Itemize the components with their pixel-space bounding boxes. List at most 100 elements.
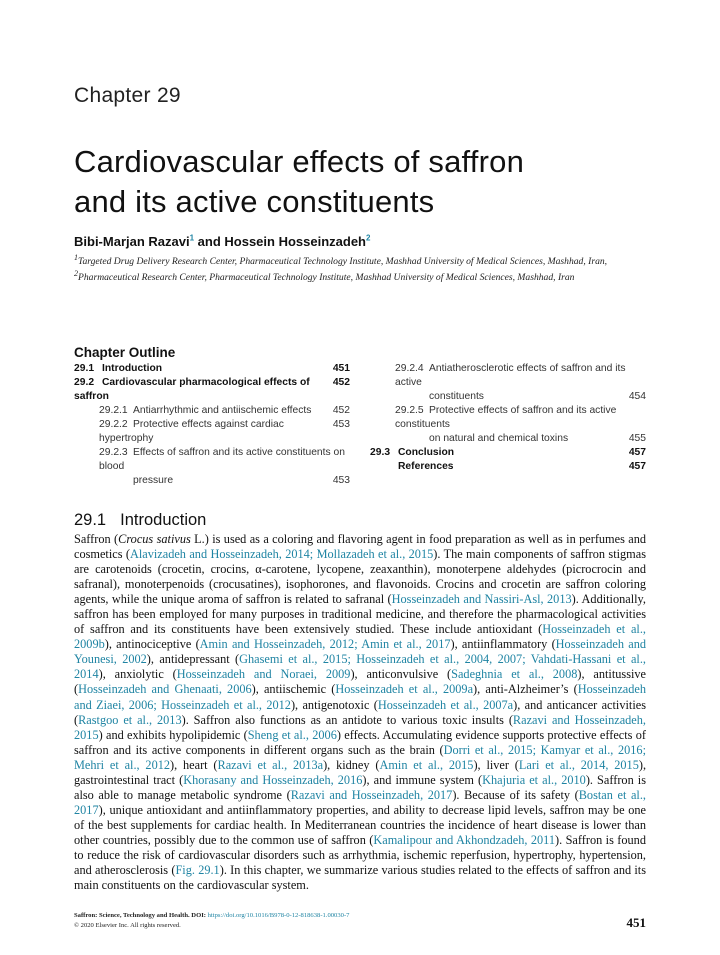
page-footer: Saffron: Science, Technology and Health.… (74, 893, 646, 931)
body-paragraph: Saffron (Crocus sativus L.) is used as a… (74, 532, 646, 893)
affiliation-marker[interactable]: 1 (189, 233, 195, 243)
outline-label-continued: on natural and chemical toxins (429, 433, 569, 444)
citation-link[interactable]: Fig. 29.1 (175, 863, 220, 878)
citation-link[interactable]: Amin and Hosseinzadeh, 2012; Amin et al.… (199, 637, 451, 652)
outline-item[interactable]: 29.2.3 Effects of saffron and its active … (74, 446, 350, 474)
section-heading: 29.1 Introduction (74, 510, 646, 530)
outline-entry: 29.2.5 Protective effects of saffron and … (395, 404, 646, 432)
outline-label: Antiatherosclerotic effects of saffron a… (395, 363, 626, 388)
text-run: ), anti-Alzheimer’s ( (473, 682, 578, 697)
outline-left-column: 29.1 Introduction 451 29.2 Cardiovascular ph… (74, 362, 350, 488)
affiliation-marker[interactable]: 2 (366, 233, 371, 243)
text-run: ), and immune system ( (362, 772, 483, 787)
citation-link[interactable]: Razavi and Hosseinzadeh, 2015 (74, 712, 646, 742)
outline-number: 29.3 (370, 447, 391, 458)
citation-link[interactable]: Bostan et al., 2017 (74, 787, 646, 817)
outline-item[interactable]: 29.3 Conclusion 457 (370, 446, 646, 460)
citation-link[interactable]: Amin et al., 2015 (379, 757, 474, 772)
outline-item-continued[interactable]: on natural and chemical toxins 455 (370, 432, 646, 446)
outline-item[interactable]: 29.2.1 Antiarrhythmic and antiischemic ef… (74, 404, 350, 418)
citation-link[interactable]: Khajuria et al., 2010 (482, 772, 586, 787)
outline-page: 452 (332, 405, 350, 416)
citation-link[interactable]: Razavi et al., 2013a (217, 757, 324, 772)
footer: Saffron: Science, Technology and Health.… (74, 911, 349, 931)
text-run: ). Saffron is also able to manage metabo… (74, 772, 646, 802)
text-run: ). Saffron also functions as an antidote… (181, 712, 513, 727)
outline-page: 455 (628, 433, 646, 444)
citation-link[interactable]: Hosseinzadeh and Younesi, 2002 (74, 637, 646, 667)
affiliation-number: 2 (74, 268, 78, 278)
outline-number: 29.2.2 (99, 419, 128, 430)
citation-link[interactable]: Razavi and Hosseinzadeh, 2017 (290, 787, 453, 802)
outline-entry: References (370, 460, 454, 474)
outline-label: Cardiovascular pharmacological effects o… (74, 377, 310, 402)
outline-item[interactable]: 29.2 Cardiovascular pharmacological effec… (74, 376, 350, 404)
citation-link[interactable]: Kamalipour and Akhondzadeh, 2011 (373, 832, 555, 847)
outline-label: Protective effects against cardiac hyper… (99, 419, 284, 444)
outline-label: Antiarrhythmic and antiischemic effects (133, 405, 312, 416)
affiliation: 2Pharmaceutical Research Center, Pharmac… (74, 268, 646, 286)
text-run: ) and exhibits hypolipidemic ( (98, 727, 248, 742)
outline-item[interactable]: 29.1 Introduction 451 (74, 362, 350, 376)
text-run: Crocus sativus (118, 532, 191, 546)
text-run: ). Saffron is found to reduce the risk o… (74, 832, 646, 878)
outline-item-continued[interactable]: constituents 454 (370, 390, 646, 404)
citation-link[interactable]: Hosseinzadeh et al., 2009b (74, 622, 646, 652)
chapter-title: Cardiovascular effects of saffron and it… (74, 142, 646, 222)
citation-link[interactable]: Hosseinzadeh and Ziaei, 2006; Hosseinzad… (74, 682, 646, 712)
author-separator: and (194, 234, 225, 249)
authors: Bibi-Marjan Razavi1 and Hossein Hosseinz… (74, 234, 646, 250)
citation-link[interactable]: Hosseinzadeh and Noraei, 2009 (176, 667, 351, 682)
citation-link[interactable]: Sadeghnia et al., 2008 (451, 667, 578, 682)
outline-entry: 29.3 Conclusion (370, 446, 454, 460)
outline-item[interactable]: References 457 (370, 460, 646, 474)
text-run: ), and anticancer activities ( (74, 697, 646, 727)
book-title: Saffron: Science, Technology and Health. (74, 912, 190, 920)
outline-item[interactable]: 29.2.4 Antiatherosclerotic effects of saf… (370, 362, 646, 390)
citation-link[interactable]: Sheng et al., 2006 (247, 727, 337, 742)
outline-number: 29.2.3 (99, 447, 128, 458)
doi-label: DOI: (189, 912, 208, 920)
section-title: Introduction (120, 511, 207, 529)
outline-page: 453 (332, 475, 350, 486)
page-number: 451 (626, 915, 647, 931)
citation-link[interactable]: Ghasemi et al., 2015; Hosseinzadeh et al… (74, 652, 646, 682)
text-run: ), antitussive ( (74, 667, 647, 697)
outline-page: 453 (332, 419, 350, 430)
text-run: ). Additionally, saffron has been employ… (74, 592, 646, 637)
outline-entry: 29.1 Introduction (74, 362, 162, 376)
outline-entry: 29.2 Cardiovascular pharmacological effec… (74, 376, 327, 404)
citation-link[interactable]: Khorasany and Hosseinzadeh, 2016 (183, 772, 363, 787)
outline-label-continued: pressure (133, 475, 174, 486)
text-run: ), antinociceptive ( (104, 637, 200, 652)
outline-label: Protective effects of saffron and its ac… (395, 405, 617, 430)
outline-page: 451 (332, 363, 350, 374)
citation-link[interactable]: Hosseinzadeh et al., 2007a (377, 697, 514, 712)
outline-entry: 29.2.4 Antiatherosclerotic effects of saf… (395, 362, 646, 390)
text-run: ), anxiolytic ( (98, 667, 177, 682)
text-run: L.) is used as a coloring and flavoring … (74, 532, 647, 562)
citation-link[interactable]: Alavizadeh and Hosseinzadeh, 2014; Molla… (129, 547, 434, 562)
title-line: and its active constituents (74, 184, 435, 219)
citation-link[interactable]: Dorri et al., 2015; Kamyar et al., 2016;… (74, 742, 646, 772)
outline-number: 29.1 (74, 363, 95, 374)
text-run: ), heart ( (170, 757, 218, 772)
text-run: ), antigenotoxic ( (290, 697, 378, 712)
outline-item[interactable]: 29.2.2 Protective effects against cardiac… (74, 418, 350, 446)
citation-link[interactable]: Hosseinzadeh and Ghenaati, 2006 (78, 682, 252, 697)
outline-entry: 29.2.2 Protective effects against cardiac… (99, 418, 327, 446)
outline-label: Effects of saffron and its active consti… (99, 447, 345, 472)
citation-link[interactable]: Lari et al., 2014, 2015 (518, 757, 639, 772)
outline-number: 29.2.5 (395, 405, 424, 416)
doi-link[interactable]: https://doi.org/10.1016/B978-0-12-818638… (207, 912, 350, 920)
text-run: ), liver ( (473, 757, 519, 772)
outline-item[interactable]: 29.2.5 Protective effects of saffron and … (370, 404, 646, 432)
outline-item-continued[interactable]: pressure 453 (74, 474, 350, 488)
text-run: ), kidney ( (323, 757, 380, 772)
text-run: ), antidepressant ( (146, 652, 240, 667)
citation-link[interactable]: Rastgoo et al., 2013 (78, 712, 182, 727)
affiliation-number: 1 (74, 252, 78, 262)
citation-link[interactable]: Hosseinzadeh and Nassiri-Asl, 2013 (391, 592, 572, 607)
citation-link[interactable]: Hosseinzadeh et al., 2009a (335, 682, 474, 697)
